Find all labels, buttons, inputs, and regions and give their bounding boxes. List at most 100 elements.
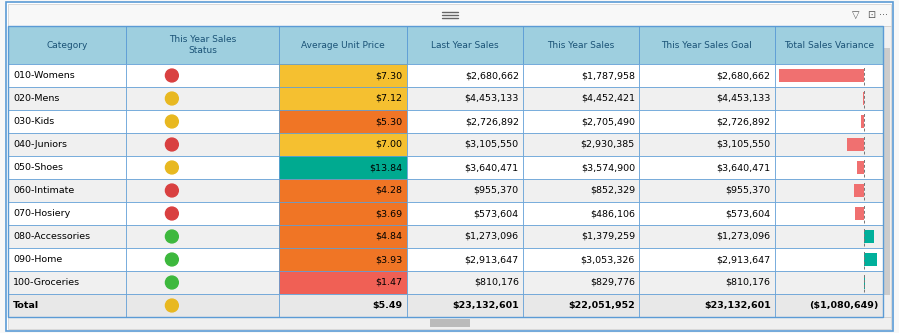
Bar: [884, 48, 890, 295]
Text: ···: ···: [879, 10, 888, 20]
Bar: [8, 317, 891, 329]
Text: $23,132,601: $23,132,601: [452, 301, 519, 310]
Bar: [522, 294, 639, 317]
Bar: [639, 202, 775, 225]
Bar: [279, 133, 406, 156]
Bar: [861, 115, 864, 129]
Text: $829,776: $829,776: [590, 278, 635, 287]
Bar: [126, 248, 279, 271]
Text: $1,273,096: $1,273,096: [465, 232, 519, 241]
Bar: [775, 248, 883, 271]
Bar: [279, 64, 406, 87]
Bar: [775, 271, 883, 294]
Text: $2,930,385: $2,930,385: [581, 140, 635, 149]
Text: $22,051,952: $22,051,952: [568, 301, 635, 310]
Circle shape: [165, 138, 178, 151]
Text: $3,105,550: $3,105,550: [717, 140, 770, 149]
Text: $4.28: $4.28: [376, 186, 403, 195]
Bar: [855, 206, 864, 220]
Bar: [8, 202, 126, 225]
Text: $3,105,550: $3,105,550: [465, 140, 519, 149]
Bar: [126, 179, 279, 202]
Bar: [279, 248, 406, 271]
Text: $955,370: $955,370: [725, 186, 770, 195]
Circle shape: [165, 207, 178, 220]
Text: Total Sales Variance: Total Sales Variance: [784, 41, 874, 50]
Text: ⊡: ⊡: [867, 10, 875, 20]
Text: 060-Intimate: 060-Intimate: [13, 186, 75, 195]
Bar: [8, 87, 126, 110]
Bar: [8, 179, 126, 202]
Bar: [406, 156, 522, 179]
Text: $7.12: $7.12: [376, 94, 403, 103]
Text: 030-Kids: 030-Kids: [13, 117, 54, 126]
Bar: [522, 225, 639, 248]
Text: $4,453,133: $4,453,133: [465, 94, 519, 103]
Text: Total: Total: [13, 301, 40, 310]
Text: $4,453,133: $4,453,133: [717, 94, 770, 103]
Bar: [522, 26, 639, 64]
Text: This Year Sales Goal: This Year Sales Goal: [662, 41, 752, 50]
Text: $23,132,601: $23,132,601: [704, 301, 770, 310]
Bar: [8, 64, 126, 87]
Text: $1,273,096: $1,273,096: [717, 232, 770, 241]
Bar: [126, 26, 279, 64]
Text: $5.30: $5.30: [376, 117, 403, 126]
Text: $2,726,892: $2,726,892: [717, 117, 770, 126]
Bar: [406, 26, 522, 64]
Bar: [279, 26, 406, 64]
Text: Average Unit Price: Average Unit Price: [301, 41, 385, 50]
Text: $5.49: $5.49: [372, 301, 403, 310]
Bar: [8, 4, 891, 26]
Bar: [639, 225, 775, 248]
Bar: [639, 110, 775, 133]
Text: $3,640,471: $3,640,471: [465, 163, 519, 172]
Bar: [639, 133, 775, 156]
Bar: [279, 156, 406, 179]
Bar: [126, 110, 279, 133]
Bar: [864, 253, 877, 266]
Text: $2,705,490: $2,705,490: [581, 117, 635, 126]
Text: 050-Shoes: 050-Shoes: [13, 163, 63, 172]
Bar: [8, 156, 126, 179]
Text: $7.00: $7.00: [376, 140, 403, 149]
Bar: [522, 248, 639, 271]
Bar: [779, 69, 864, 82]
Circle shape: [165, 299, 178, 312]
Bar: [522, 271, 639, 294]
Bar: [279, 271, 406, 294]
Bar: [279, 179, 406, 202]
Text: $3.93: $3.93: [376, 255, 403, 264]
Bar: [406, 202, 522, 225]
Bar: [8, 248, 126, 271]
Bar: [406, 110, 522, 133]
Circle shape: [165, 115, 178, 128]
Bar: [126, 64, 279, 87]
Text: $3,053,326: $3,053,326: [581, 255, 635, 264]
Bar: [858, 161, 864, 174]
Bar: [639, 87, 775, 110]
Text: $573,604: $573,604: [725, 209, 770, 218]
Text: Category: Category: [47, 41, 88, 50]
Bar: [126, 133, 279, 156]
Bar: [639, 294, 775, 317]
Bar: [775, 133, 883, 156]
Text: 100-Groceries: 100-Groceries: [13, 278, 80, 287]
Bar: [126, 202, 279, 225]
Text: $3,574,900: $3,574,900: [581, 163, 635, 172]
Text: $4.84: $4.84: [376, 232, 403, 241]
Text: This Year Sales
Status: This Year Sales Status: [169, 35, 236, 55]
Bar: [279, 225, 406, 248]
Bar: [406, 64, 522, 87]
Text: $7.30: $7.30: [376, 71, 403, 80]
Text: $486,106: $486,106: [590, 209, 635, 218]
Bar: [522, 133, 639, 156]
Text: This Year Sales: This Year Sales: [547, 41, 614, 50]
Bar: [279, 110, 406, 133]
Text: 080-Accessories: 080-Accessories: [13, 232, 90, 241]
Bar: [639, 248, 775, 271]
Bar: [775, 64, 883, 87]
Circle shape: [165, 92, 178, 105]
Bar: [279, 294, 406, 317]
Text: $2,726,892: $2,726,892: [465, 117, 519, 126]
